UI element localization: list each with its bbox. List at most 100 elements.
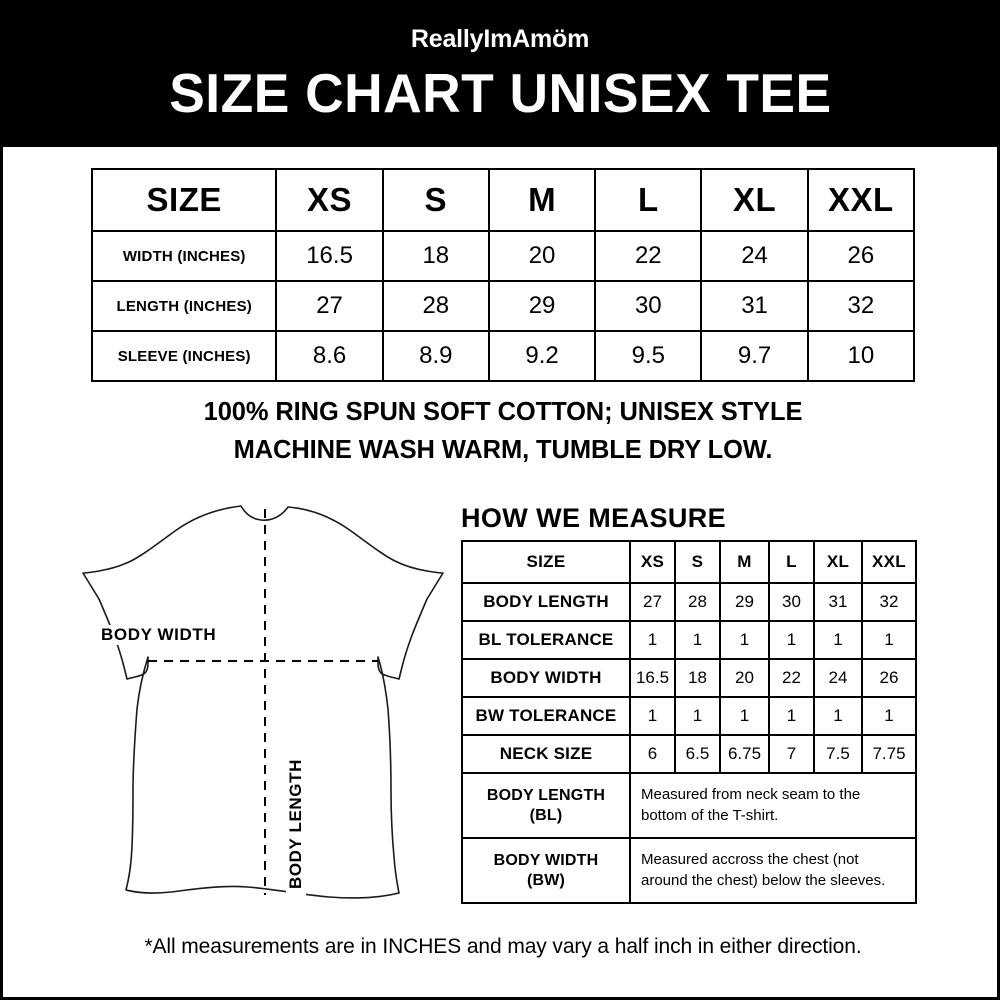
- hwm-label-bw-tolerance: BW TOLERANCE: [461, 696, 631, 736]
- hwm-bl-l: 30: [768, 582, 815, 622]
- definition-term-bw-line2: (BW): [526, 871, 566, 889]
- hwm-header-xxl: XXL: [861, 540, 917, 584]
- care-instructions: 100% RING SPUN SOFT COTTON; UNISEX STYLE…: [3, 392, 997, 469]
- main-header-l: L: [594, 168, 703, 232]
- definition-row-bw: BODY WIDTH (BW) Measured accross the che…: [461, 837, 917, 904]
- width-m: 20: [487, 230, 597, 282]
- hwm-bw-xxl: 26: [861, 658, 917, 698]
- table-row: BODY LENGTH 27 28 29 30 31 32: [461, 582, 917, 622]
- table-row: LENGTH (INCHES) 27 28 29 30 31 32: [90, 280, 916, 332]
- how-we-measure-title: HOW WE MEASURE: [461, 503, 727, 533]
- definition-term-bl-line1: BODY LENGTH: [486, 786, 606, 804]
- definition-row-bl: BODY LENGTH (BL) Measured from neck seam…: [461, 772, 917, 839]
- hwm-header-s: S: [674, 540, 721, 584]
- hwm-blt-xxl: 1: [861, 620, 917, 660]
- hwm-label-neck-size: NECK SIZE: [461, 734, 631, 774]
- hwm-blt-s: 1: [674, 620, 721, 660]
- hwm-blt-xs: 1: [629, 620, 676, 660]
- header-banner: ReallyImAmöm SIZE CHART UNISEX TEE: [3, 0, 997, 147]
- width-xl: 24: [700, 230, 809, 282]
- table-row: SLEEVE (INCHES) 8.6 8.9 9.2 9.5 9.7 10: [90, 330, 916, 382]
- hwm-neck-xxl: 7.75: [861, 734, 917, 774]
- hwm-bl-xs: 27: [629, 582, 676, 622]
- main-size-table: SIZE XS S M L XL XXL WIDTH (INCHES) 16.5…: [90, 168, 916, 382]
- hwm-bl-xl: 31: [813, 582, 863, 622]
- sleeve-m: 9.2: [487, 330, 597, 382]
- sleeve-xxl: 10: [806, 330, 916, 382]
- hwm-header-row: SIZE XS S M L XL XXL: [461, 540, 917, 584]
- width-l: 22: [594, 230, 703, 282]
- length-xl: 31: [700, 280, 809, 332]
- main-header-size: SIZE: [90, 168, 278, 232]
- hwm-bwt-xl: 1: [813, 696, 863, 736]
- table-row: BW TOLERANCE 1 1 1 1 1 1: [461, 696, 917, 736]
- main-header-m: M: [487, 168, 597, 232]
- hwm-bwt-s: 1: [674, 696, 721, 736]
- width-xs: 16.5: [275, 230, 384, 282]
- length-xs: 27: [275, 280, 384, 332]
- definition-term-bw-line1: BODY WIDTH: [493, 851, 599, 869]
- hwm-neck-xs: 6: [629, 734, 676, 774]
- main-header-xxl: XXL: [806, 168, 916, 232]
- hwm-header-m: M: [719, 540, 770, 584]
- table-row: BODY WIDTH 16.5 18 20 22 24 26: [461, 658, 917, 698]
- tshirt-outline-icon: [82, 505, 444, 899]
- table-row: NECK SIZE 6 6.5 6.75 7 7.5 7.75: [461, 734, 917, 774]
- table-row: WIDTH (INCHES) 16.5 18 20 22 24 26: [90, 230, 916, 282]
- main-header-xs: XS: [275, 168, 384, 232]
- care-line-2: MACHINE WASH WARM, TUMBLE DRY LOW.: [233, 434, 773, 465]
- hwm-blt-m: 1: [719, 620, 770, 660]
- hwm-neck-l: 7: [768, 734, 815, 774]
- hwm-bw-xl: 24: [813, 658, 863, 698]
- row-label-width: WIDTH (INCHES): [90, 230, 278, 282]
- page-title: SIZE CHART UNISEX TEE: [168, 61, 832, 124]
- hwm-bw-s: 18: [674, 658, 721, 698]
- hwm-header-l: L: [768, 540, 815, 584]
- body-width-label: BODY WIDTH: [95, 625, 223, 645]
- hwm-bwt-l: 1: [768, 696, 815, 736]
- length-s: 28: [381, 280, 490, 332]
- hwm-bl-xxl: 32: [861, 582, 917, 622]
- hwm-header-xl: XL: [813, 540, 863, 584]
- table-header-row: SIZE XS S M L XL XXL: [90, 168, 916, 232]
- row-label-length: LENGTH (INCHES): [90, 280, 278, 332]
- care-line-1: 100% RING SPUN SOFT COTTON; UNISEX STYLE: [203, 396, 803, 426]
- hwm-header-xs: XS: [629, 540, 676, 584]
- how-we-measure-table: SIZE XS S M L XL XXL BODY LENGTH 27 28 2…: [461, 540, 917, 904]
- hwm-bw-m: 20: [719, 658, 770, 698]
- definition-term-bw: BODY WIDTH (BW): [461, 837, 631, 904]
- hwm-blt-xl: 1: [813, 620, 863, 660]
- hwm-bwt-xs: 1: [629, 696, 676, 736]
- width-s: 18: [381, 230, 490, 282]
- sleeve-s: 8.9: [381, 330, 490, 382]
- main-header-xl: XL: [700, 168, 809, 232]
- body-length-label: BODY LENGTH: [286, 753, 306, 896]
- width-xxl: 26: [806, 230, 916, 282]
- definition-desc-bl: Measured from neck seam to the bottom of…: [629, 772, 917, 839]
- row-label-sleeve: SLEEVE (INCHES): [90, 330, 278, 382]
- sleeve-xs: 8.6: [275, 330, 384, 382]
- hwm-blt-l: 1: [768, 620, 815, 660]
- definition-desc-bw: Measured accross the chest (not around t…: [629, 837, 917, 904]
- definition-term-bl-line2: (BL): [529, 806, 563, 824]
- hwm-bw-l: 22: [768, 658, 815, 698]
- length-l: 30: [594, 280, 703, 332]
- length-xxl: 32: [806, 280, 916, 332]
- length-m: 29: [487, 280, 597, 332]
- hwm-label-bl-tolerance: BL TOLERANCE: [461, 620, 631, 660]
- sleeve-l: 9.5: [594, 330, 703, 382]
- hwm-label-body-width: BODY WIDTH: [461, 658, 631, 698]
- hwm-label-body-length: BODY LENGTH: [461, 582, 631, 622]
- hwm-neck-s: 6.5: [674, 734, 721, 774]
- main-header-s: S: [381, 168, 490, 232]
- hwm-header-size: SIZE: [461, 540, 631, 584]
- footnote: *All measurements are in INCHES and may …: [144, 935, 862, 958]
- hwm-bwt-xxl: 1: [861, 696, 917, 736]
- hwm-bl-s: 28: [674, 582, 721, 622]
- hwm-neck-m: 6.75: [719, 734, 770, 774]
- table-row: BL TOLERANCE 1 1 1 1 1 1: [461, 620, 917, 660]
- hwm-bw-xs: 16.5: [629, 658, 676, 698]
- brand-name: ReallyImAmöm: [410, 24, 590, 53]
- tshirt-diagram: [75, 495, 465, 920]
